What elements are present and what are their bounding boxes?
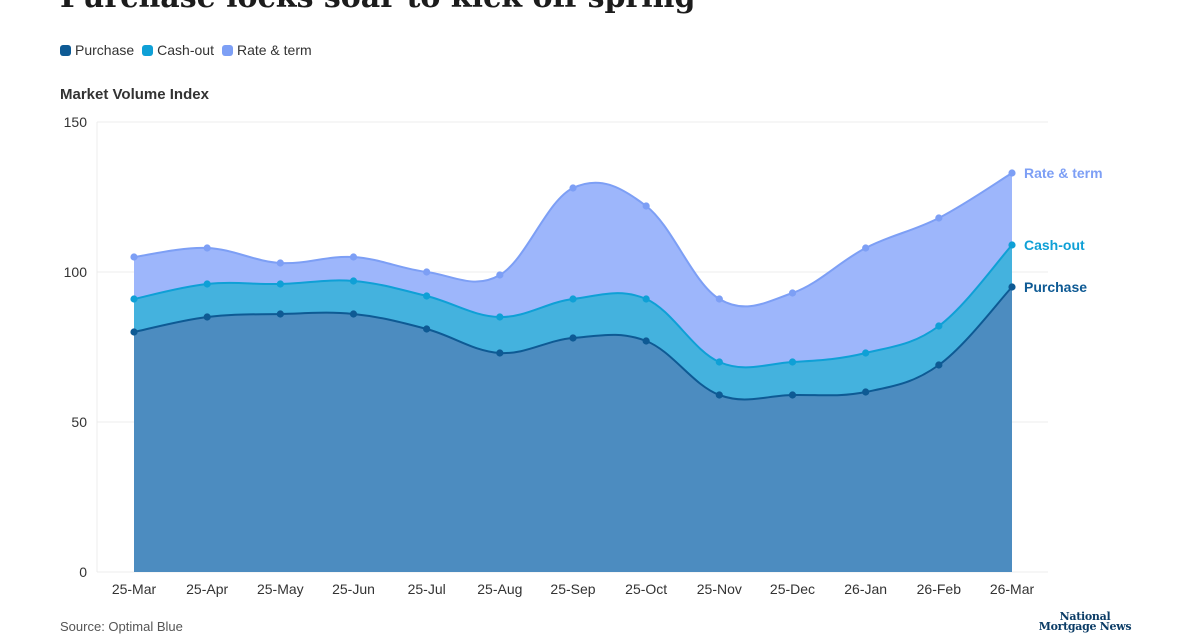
logo-line-1: National bbox=[1059, 610, 1111, 623]
y-axis-title: Market Volume Index bbox=[60, 86, 209, 103]
legend-swatch-rate-term bbox=[221, 44, 233, 56]
point-purchase-25-oct bbox=[642, 337, 650, 345]
point-purchase-26-mar bbox=[1008, 283, 1016, 291]
x-tick-label-25-nov: 25-Nov bbox=[697, 581, 742, 597]
point-cash-out-25-sep bbox=[569, 295, 577, 303]
point-cash-out-25-apr bbox=[203, 280, 211, 288]
point-cash-out-25-jun bbox=[349, 277, 358, 285]
end-label-purchase: Purchase bbox=[1024, 279, 1087, 295]
logo-line-2: Mortgage News bbox=[1038, 620, 1132, 633]
x-tick-label-25-jul: 25-Jul bbox=[408, 581, 446, 597]
point-purchase-25-mar bbox=[130, 328, 138, 336]
point-cash-out-26-feb bbox=[935, 322, 943, 330]
point-cash-out-26-mar bbox=[1008, 241, 1016, 249]
point-cash-out-25-nov bbox=[715, 358, 723, 366]
x-tick-label-26-feb: 26-Feb bbox=[917, 581, 962, 597]
point-cash-out-25-jul bbox=[423, 292, 431, 300]
point-purchase-25-nov bbox=[715, 391, 723, 399]
y-tick-label-100: 100 bbox=[64, 264, 88, 280]
point-rate-term-25-oct bbox=[642, 202, 650, 210]
point-cash-out-26-jan bbox=[862, 349, 870, 357]
point-rate-term-25-nov bbox=[715, 295, 723, 303]
point-cash-out-25-dec bbox=[788, 358, 797, 366]
legend-label-rate-term: Rate & term bbox=[236, 42, 312, 58]
legend-label-cash-out: Cash-out bbox=[157, 42, 214, 58]
point-purchase-25-may bbox=[276, 310, 284, 318]
point-cash-out-25-mar bbox=[130, 295, 138, 303]
point-rate-term-25-sep bbox=[569, 184, 577, 192]
point-purchase-26-feb bbox=[935, 361, 943, 369]
point-rate-term-25-dec bbox=[788, 289, 797, 297]
point-purchase-25-jul bbox=[423, 325, 431, 333]
point-purchase-25-dec bbox=[788, 391, 797, 399]
point-rate-term-25-jun bbox=[349, 253, 358, 261]
point-cash-out-25-aug bbox=[496, 313, 504, 321]
point-cash-out-25-may bbox=[276, 280, 284, 288]
end-label-rate-term: Rate & term bbox=[1024, 165, 1103, 181]
legend-label-purchase: Purchase bbox=[75, 42, 135, 58]
point-purchase-26-jan bbox=[862, 388, 870, 396]
x-tick-label-25-sep: 25-Sep bbox=[550, 581, 595, 597]
legend: Purchase Cash-out Rate & term bbox=[60, 40, 320, 60]
area-purchase bbox=[134, 287, 1012, 572]
point-rate-term-25-may bbox=[276, 259, 284, 267]
point-cash-out-25-oct bbox=[642, 295, 650, 303]
x-tick-label-25-apr: 25-Apr bbox=[186, 581, 228, 597]
legend-swatch-cash-out bbox=[142, 44, 154, 56]
point-rate-term-25-aug bbox=[496, 271, 504, 279]
x-tick-label-25-may: 25-May bbox=[257, 581, 304, 597]
y-tick-label-0: 0 bbox=[79, 564, 87, 580]
legend-item-cash-out[interactable]: Cash-out bbox=[142, 42, 214, 58]
y-tick-label-50: 50 bbox=[71, 414, 87, 430]
x-tick-label-25-dec: 25-Dec bbox=[770, 581, 815, 597]
point-rate-term-26-jan bbox=[862, 244, 870, 252]
chart-title: Purchase locks soar to kick off spring bbox=[60, 0, 695, 15]
publisher-logo: National Mortgage News bbox=[1030, 610, 1140, 633]
x-tick-label-25-oct: 25-Oct bbox=[625, 581, 667, 597]
source-note: Source: Optimal Blue bbox=[60, 619, 183, 634]
point-purchase-25-apr bbox=[203, 313, 211, 321]
x-tick-label-25-mar: 25-Mar bbox=[112, 581, 157, 597]
point-rate-term-26-feb bbox=[935, 214, 943, 222]
x-tick-label-25-aug: 25-Aug bbox=[477, 581, 522, 597]
point-purchase-25-sep bbox=[569, 334, 577, 342]
point-rate-term-26-mar bbox=[1008, 169, 1016, 177]
legend-item-rate-term[interactable]: Rate & term bbox=[221, 42, 312, 58]
x-tick-label-25-jun: 25-Jun bbox=[332, 581, 375, 597]
point-rate-term-25-mar bbox=[130, 253, 138, 261]
point-purchase-25-jun bbox=[349, 310, 358, 318]
point-rate-term-25-apr bbox=[203, 244, 211, 252]
x-tick-label-26-mar: 26-Mar bbox=[990, 581, 1035, 597]
y-tick-label-150: 150 bbox=[64, 114, 88, 130]
point-rate-term-25-jul bbox=[423, 268, 431, 276]
x-tick-label-26-jan: 26-Jan bbox=[844, 581, 887, 597]
end-label-cash-out: Cash-out bbox=[1024, 237, 1085, 253]
legend-swatch-purchase bbox=[60, 44, 71, 56]
legend-item-purchase[interactable]: Purchase bbox=[60, 42, 134, 58]
point-purchase-25-aug bbox=[496, 349, 504, 357]
